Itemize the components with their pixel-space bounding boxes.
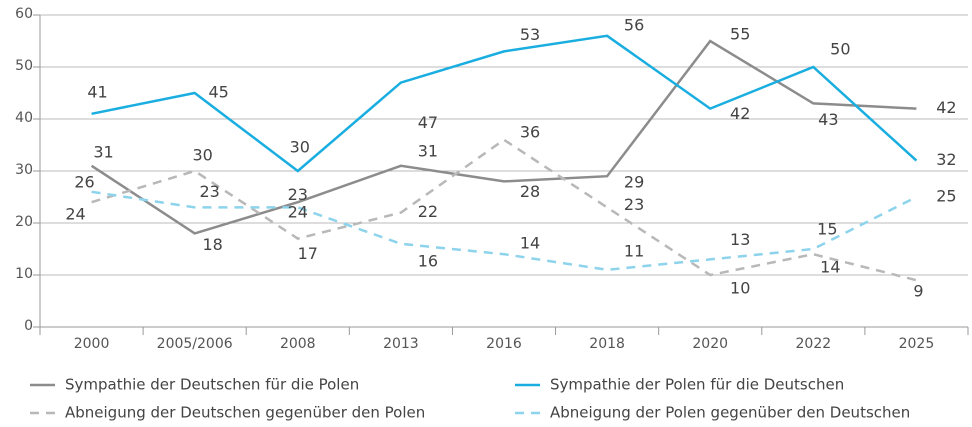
legend-label: Sympathie der Polen für die Deutschen <box>550 376 844 394</box>
y-tick-label: 40 <box>15 110 33 126</box>
x-tick-label: 2013 <box>383 336 419 352</box>
y-tick-label: 0 <box>24 318 33 334</box>
data-label: 24 <box>288 203 308 222</box>
data-label: 26 <box>74 172 94 191</box>
y-tick-label: 50 <box>15 58 33 74</box>
data-label: 13 <box>730 230 750 249</box>
data-label: 17 <box>298 244 318 263</box>
x-tick-label: 2022 <box>796 336 832 352</box>
x-tick-label: 2008 <box>280 336 316 352</box>
data-label: 18 <box>202 235 222 254</box>
series-line <box>91 190 917 272</box>
x-tick-label: 2018 <box>589 336 625 352</box>
data-label: 15 <box>817 220 837 239</box>
data-label: 14 <box>820 258 840 277</box>
data-label: 31 <box>93 142 113 161</box>
data-label: 42 <box>730 104 750 123</box>
x-tick-label: 2016 <box>486 336 522 352</box>
data-label: 42 <box>936 98 956 117</box>
data-label: 45 <box>208 83 228 102</box>
data-label: 50 <box>830 40 850 59</box>
x-tick-label: 2020 <box>692 336 728 352</box>
data-label: 28 <box>520 182 540 201</box>
data-label: 36 <box>520 122 540 141</box>
data-label: 55 <box>730 25 750 44</box>
data-label: 10 <box>730 279 750 298</box>
data-label: 23 <box>199 182 219 201</box>
data-label: 29 <box>624 173 644 192</box>
data-label: 9 <box>913 282 923 301</box>
x-tick-label: 2005/2006 <box>157 336 233 352</box>
data-label: 30 <box>192 146 212 165</box>
y-tick-label: 30 <box>15 162 33 178</box>
data-label: 22 <box>418 202 438 221</box>
y-tick-label: 10 <box>15 266 33 282</box>
data-label: 43 <box>818 110 838 129</box>
data-label: 53 <box>520 25 540 44</box>
data-label: 24 <box>65 205 85 224</box>
series-line <box>91 34 918 173</box>
series-line <box>90 39 917 235</box>
legend-label: Abneigung der Polen gegenüber den Deutsc… <box>550 404 910 422</box>
data-label: 16 <box>418 251 438 270</box>
legend-label: Abneigung der Deutschen gegenüber den Po… <box>65 404 425 422</box>
data-label: 41 <box>87 82 107 101</box>
data-label: 23 <box>288 185 308 204</box>
legend-label: Sympathie der Deutschen für die Polen <box>65 376 359 394</box>
data-label: 11 <box>624 241 644 260</box>
data-label: 25 <box>936 187 956 206</box>
y-tick-label: 20 <box>15 214 33 230</box>
data-label: 31 <box>418 141 438 160</box>
data-label: 32 <box>936 150 956 169</box>
y-tick-label: 60 <box>15 6 33 22</box>
x-tick-label: 2025 <box>899 336 935 352</box>
data-label: 23 <box>624 195 644 214</box>
x-tick-label: 2000 <box>74 336 110 352</box>
data-label: 47 <box>418 113 438 132</box>
data-label: 30 <box>290 138 310 157</box>
series-line <box>91 138 917 282</box>
data-label: 56 <box>624 15 644 34</box>
data-label: 14 <box>520 234 540 253</box>
